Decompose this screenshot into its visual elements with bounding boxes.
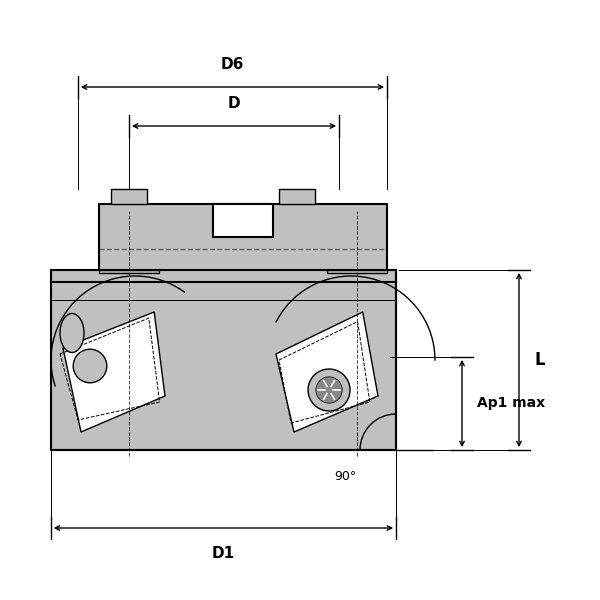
FancyBboxPatch shape bbox=[213, 204, 273, 237]
FancyBboxPatch shape bbox=[99, 204, 387, 273]
FancyBboxPatch shape bbox=[99, 270, 159, 273]
Text: 90°: 90° bbox=[334, 470, 356, 484]
Text: D: D bbox=[227, 96, 241, 111]
FancyBboxPatch shape bbox=[111, 189, 147, 204]
Text: L: L bbox=[534, 351, 545, 369]
Circle shape bbox=[308, 369, 350, 411]
Circle shape bbox=[73, 349, 107, 383]
FancyBboxPatch shape bbox=[279, 189, 315, 204]
FancyBboxPatch shape bbox=[51, 270, 396, 450]
Ellipse shape bbox=[60, 313, 84, 352]
Polygon shape bbox=[276, 312, 378, 432]
Polygon shape bbox=[63, 312, 165, 432]
Text: D1: D1 bbox=[212, 546, 235, 561]
Text: D6: D6 bbox=[221, 57, 244, 72]
Circle shape bbox=[316, 377, 342, 403]
Text: Ap1 max: Ap1 max bbox=[477, 397, 545, 410]
FancyBboxPatch shape bbox=[327, 270, 387, 273]
